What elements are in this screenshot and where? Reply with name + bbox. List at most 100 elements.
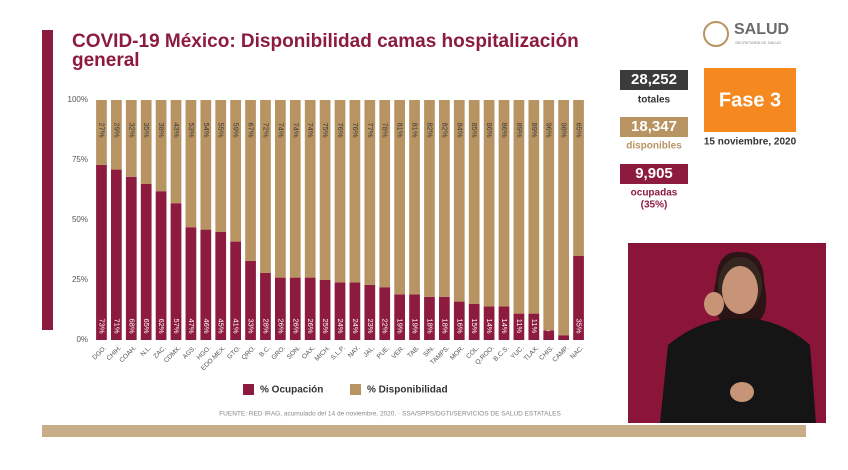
bar-segment xyxy=(170,203,182,340)
bar-segment xyxy=(424,296,435,340)
value-label: 55% xyxy=(217,122,226,137)
value-label: 96% xyxy=(545,122,554,137)
x-tick-label: MOR. xyxy=(449,345,466,362)
value-label: 26% xyxy=(276,318,285,333)
value-label: 23% xyxy=(366,318,375,333)
bar-segment xyxy=(274,100,286,278)
value-label: 11% xyxy=(530,319,539,334)
x-tick-label: VER. xyxy=(391,345,407,361)
value-label: 14% xyxy=(500,318,509,333)
interpreter-hand xyxy=(704,292,724,316)
value-label: 47% xyxy=(187,318,196,333)
y-tick-label: 100% xyxy=(68,95,88,104)
phase-box xyxy=(704,68,796,132)
bar-segment xyxy=(230,241,242,340)
bar-segment xyxy=(453,301,465,340)
bar-segment xyxy=(483,306,495,340)
bar-segment xyxy=(230,100,242,242)
bar-segment xyxy=(558,100,570,336)
bar-segment xyxy=(349,100,361,283)
value-label: 77% xyxy=(366,122,375,137)
bar-segment xyxy=(468,304,480,340)
value-label: 85% xyxy=(470,122,479,137)
value-label: 81% xyxy=(411,122,420,137)
value-label: 19% xyxy=(396,318,405,333)
value-label: 65% xyxy=(575,122,584,137)
value-label: 74% xyxy=(276,122,285,137)
interpreter-face-front xyxy=(722,266,758,314)
value-label: 19% xyxy=(411,318,420,333)
bar-segment xyxy=(528,313,540,340)
value-label: 67% xyxy=(247,122,256,137)
bar-segment xyxy=(185,227,197,340)
bar-segment xyxy=(304,277,316,340)
value-label: 27% xyxy=(97,122,106,137)
x-tick-label: TAB. xyxy=(406,345,421,360)
total-value: 28,252 xyxy=(631,71,677,88)
value-label: 32% xyxy=(127,122,136,137)
bar-segment xyxy=(140,100,152,184)
accent-bar xyxy=(42,30,53,330)
value-label: 74% xyxy=(306,122,315,137)
available-label: disponibles xyxy=(626,141,682,152)
bar-segment xyxy=(110,100,122,170)
bar-segment xyxy=(528,100,540,314)
bar-segment xyxy=(573,100,584,256)
value-label: 22% xyxy=(381,318,390,333)
bar-segment xyxy=(409,100,420,295)
y-tick-label: 50% xyxy=(72,215,88,224)
phase-label: Fase 3 xyxy=(719,89,781,111)
value-label: 57% xyxy=(172,318,181,333)
bar-segment xyxy=(319,280,331,340)
bar-segment xyxy=(438,296,450,340)
value-label: 76% xyxy=(351,122,360,137)
occupied-box xyxy=(620,164,688,184)
footer-stripe xyxy=(42,425,806,437)
bar-segment xyxy=(543,330,555,340)
bar-segment xyxy=(304,100,316,278)
x-tick-label: CDMX. xyxy=(163,345,183,365)
logo-emblem xyxy=(703,21,729,47)
value-label: 26% xyxy=(291,318,300,333)
x-tick-label: PUE. xyxy=(376,345,392,361)
bar-segment xyxy=(260,100,271,273)
date-label: 15 noviembre, 2020 xyxy=(704,137,797,148)
bar-segment xyxy=(394,294,406,340)
value-label: 53% xyxy=(187,122,196,137)
value-label: 24% xyxy=(336,318,345,333)
bar-segment xyxy=(379,287,391,340)
bar-segment xyxy=(483,100,495,307)
x-tick-label: JAL. xyxy=(362,345,376,359)
x-tick-label: DGO. xyxy=(91,345,108,362)
bar-segment xyxy=(215,100,227,232)
legend-swatch xyxy=(350,384,361,395)
bar-segment xyxy=(543,100,555,331)
y-tick-label: 75% xyxy=(72,155,88,164)
value-label: 54% xyxy=(202,122,211,137)
bar-segment xyxy=(96,164,107,340)
bar-segment xyxy=(319,100,331,280)
value-label: 43% xyxy=(172,122,181,137)
value-label: 76% xyxy=(336,122,345,137)
chart-title: COVID-19 México: Disponibilidad camas ho… xyxy=(72,31,579,71)
value-label: 35% xyxy=(575,318,584,333)
value-label: 72% xyxy=(261,122,270,137)
bar-segment xyxy=(260,272,271,340)
x-tick-label: B.C.S. xyxy=(492,345,510,363)
bar-segment xyxy=(424,100,435,297)
x-tick-label: GTO. xyxy=(226,345,242,361)
bar-segment xyxy=(379,100,391,288)
bar-segment xyxy=(245,260,256,340)
bar-segment xyxy=(200,229,212,340)
value-label: 81% xyxy=(396,122,405,137)
bar-segment xyxy=(96,100,107,165)
value-label: 68% xyxy=(127,318,136,333)
value-label: 18% xyxy=(425,318,434,333)
bar-segment xyxy=(438,100,450,297)
value-label: 15% xyxy=(470,318,479,333)
bar-segment xyxy=(334,100,346,283)
value-label: 46% xyxy=(202,318,211,333)
bar-segment xyxy=(453,100,465,302)
